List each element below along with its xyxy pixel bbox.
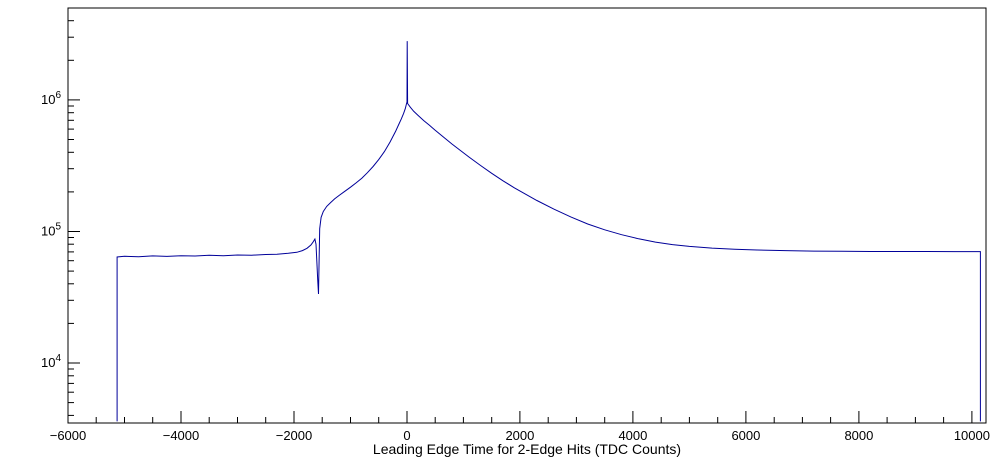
x-tick-label: 4000 [618, 428, 647, 443]
x-tick-label: 0 [403, 428, 410, 443]
y-tick-label: 104 [41, 353, 61, 370]
x-tick-label: 8000 [844, 428, 873, 443]
x-tick-label: −4000 [163, 428, 200, 443]
x-tick-label: 10000 [954, 428, 990, 443]
x-tick-label: −6000 [50, 428, 87, 443]
x-tick-label: −2000 [276, 428, 313, 443]
x-axis-title: Leading Edge Time for 2-Edge Hits (TDC C… [373, 441, 681, 457]
y-tick-label: 105 [41, 222, 61, 239]
plot-layer: −6000 −4000 −2000 0 2000 4000 6000 8000 10000 104… [41, 7, 990, 443]
x-tick-label: 2000 [505, 428, 534, 443]
histogram-line [116, 41, 981, 422]
plot-frame [67, 7, 987, 424]
y-tick-label: 106 [41, 90, 61, 107]
x-tick-label: 6000 [731, 428, 760, 443]
